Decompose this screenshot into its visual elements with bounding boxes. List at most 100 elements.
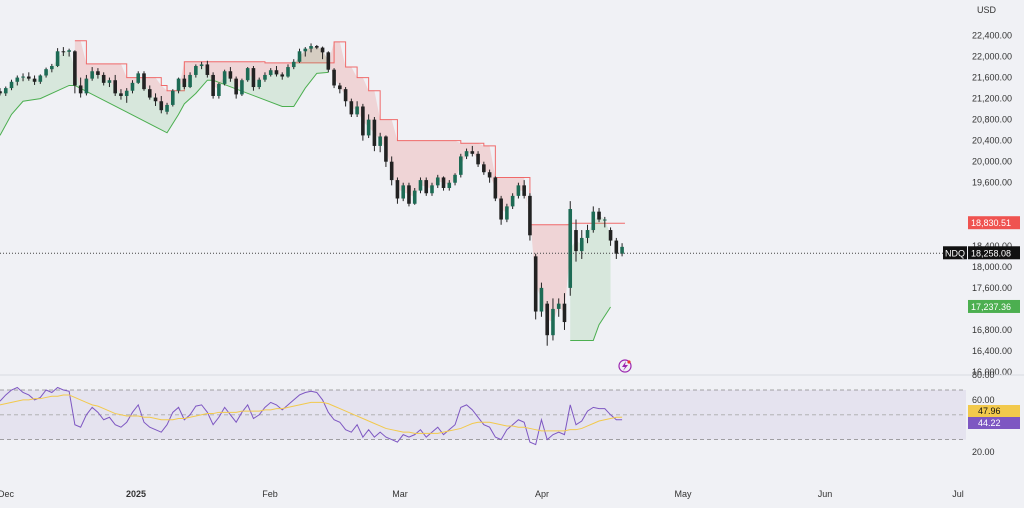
candle: [447, 182, 452, 188]
candle: [574, 230, 578, 252]
time-axis-label: Feb: [262, 489, 278, 499]
rsi-ma-line: [0, 394, 623, 434]
currency-label: USD: [977, 5, 997, 15]
candle: [50, 66, 54, 70]
candle: [332, 69, 336, 86]
candle: [551, 308, 555, 336]
candle: [171, 90, 175, 105]
candle: [130, 82, 135, 91]
candle: [591, 211, 596, 231]
candle: [453, 174, 457, 183]
candle: [61, 51, 66, 53]
candle: [159, 101, 164, 111]
candle: [217, 83, 221, 96]
candle: [119, 93, 123, 96]
time-axis-label: 2025: [126, 489, 146, 499]
candle: [614, 240, 619, 254]
upper-band-tag: [968, 216, 1020, 230]
candle: [101, 74, 106, 83]
candle: [124, 90, 129, 96]
candle: [0, 91, 2, 94]
candle: [263, 74, 267, 80]
candle: [309, 46, 313, 49]
candle: [338, 85, 342, 90]
candle: [315, 46, 319, 48]
candle: [343, 89, 348, 102]
rsi-line: [0, 386, 623, 446]
candle: [533, 256, 538, 312]
time-axis-label: Mar: [392, 489, 408, 499]
lower-band-line: [570, 306, 611, 341]
candle: [476, 153, 480, 165]
rsi-level-label: 20.00: [972, 447, 995, 457]
candle: [441, 177, 446, 188]
candle: [136, 73, 141, 83]
candle: [27, 76, 31, 79]
price-tick-label: 20,800.00: [972, 115, 1012, 125]
candle: [464, 151, 469, 157]
price-tick-label: 18,400.00: [972, 241, 1012, 251]
rsi-value: 44.22: [978, 418, 1001, 428]
candle: [603, 219, 607, 221]
candle: [384, 136, 388, 162]
candle: [257, 79, 261, 88]
rsi-ma-tag: [968, 405, 1020, 417]
candle: [303, 48, 308, 52]
candle: [234, 78, 238, 95]
price-tick-label: 22,000.00: [972, 52, 1012, 62]
alert-dot: [627, 360, 631, 364]
candle: [205, 64, 210, 75]
candle: [245, 68, 250, 81]
candle: [182, 78, 187, 88]
candle: [579, 237, 584, 252]
lightning-icon[interactable]: [618, 359, 632, 373]
price-tick-label: 16,000.00: [972, 367, 1012, 377]
price-tick-label: 21,200.00: [972, 94, 1012, 104]
candle: [32, 78, 37, 82]
candle: [280, 74, 285, 77]
candle: [389, 161, 394, 181]
price-tick-label: 19,600.00: [972, 178, 1012, 188]
candle: [78, 85, 83, 94]
price-tick-label: 22,400.00: [972, 31, 1012, 41]
candle: [528, 195, 532, 236]
candle: [395, 180, 400, 199]
candle: [482, 164, 486, 173]
candle: [424, 180, 429, 194]
upper-band-line: [74, 40, 625, 226]
rsi-ma-value: 47.96: [978, 406, 1001, 416]
price-tick-label: 18,000.00: [972, 262, 1012, 272]
candle: [73, 51, 77, 86]
candle: [493, 177, 498, 199]
candle: [349, 101, 354, 115]
candle: [366, 119, 371, 136]
candle: [222, 71, 227, 84]
candle: [15, 77, 20, 82]
candle: [430, 185, 434, 194]
candle: [516, 185, 521, 196]
candle: [240, 80, 244, 95]
price-tick-label: 16,400.00: [972, 346, 1012, 356]
candle: [505, 206, 509, 220]
candle: [107, 80, 112, 83]
candle: [286, 67, 290, 77]
candle: [211, 74, 215, 96]
candle: [297, 51, 302, 62]
candle: [90, 71, 94, 79]
price-tick-label: 21,600.00: [972, 73, 1012, 83]
candle: [545, 303, 549, 336]
candle: [165, 104, 169, 112]
candle: [556, 303, 561, 309]
candle: [113, 80, 117, 94]
last-price-tag: [968, 246, 1020, 260]
candle: [539, 287, 544, 312]
candle: [9, 81, 14, 89]
price-tick-label: 17,600.00: [972, 283, 1012, 293]
candle: [585, 230, 590, 238]
candle: [435, 177, 440, 186]
symbol-label: NDQ: [945, 248, 965, 258]
price-tick-label: 20,000.00: [972, 157, 1012, 167]
candle: [194, 66, 198, 75]
